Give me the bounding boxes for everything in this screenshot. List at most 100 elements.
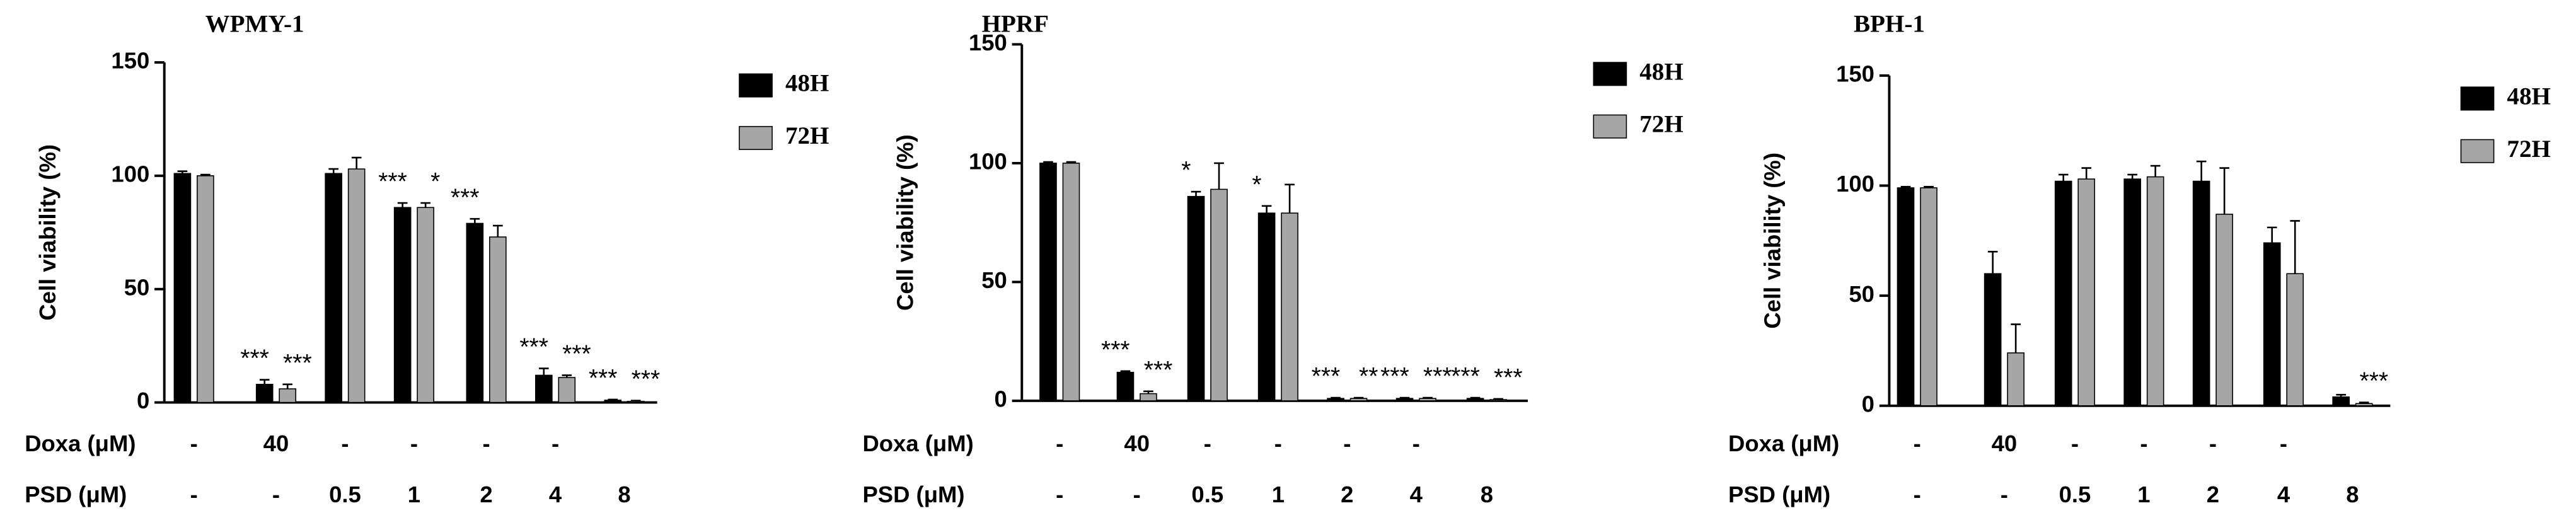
significance: *** xyxy=(1312,363,1341,390)
bar xyxy=(558,377,576,403)
y-tick-label: 100 xyxy=(969,149,1007,175)
x-tick-label: 4 xyxy=(549,482,562,507)
bar xyxy=(1984,273,2002,407)
row-label: PSD (μM) xyxy=(862,482,964,507)
doxa-label: - xyxy=(190,430,198,456)
bar xyxy=(1489,399,1507,401)
doxa-label: - xyxy=(1204,430,1211,456)
y-tick-label: 0 xyxy=(1862,391,1874,417)
chart-panel: WPMY-1 Cell viability (%) 0 50 100 150 Doxa (μ… xyxy=(25,11,829,507)
x-tick-label: - xyxy=(1133,482,1141,507)
significance: *** xyxy=(1380,363,1409,390)
row-label: PSD (μM) xyxy=(25,482,127,507)
bar xyxy=(2146,176,2164,407)
legend-label: 72H xyxy=(1639,111,1683,138)
y-tick-label: 50 xyxy=(1849,281,1874,307)
significance: * xyxy=(430,168,440,195)
significance: *** xyxy=(378,168,407,195)
bar xyxy=(255,384,274,403)
y-tick-label: 150 xyxy=(111,48,149,74)
y-tick-label: 150 xyxy=(1836,61,1874,87)
bar xyxy=(2007,352,2024,407)
legend-label: 48H xyxy=(1639,58,1683,85)
bar xyxy=(417,207,434,403)
bar xyxy=(2286,273,2304,407)
bar xyxy=(1920,187,1938,407)
significance: *** xyxy=(589,365,618,392)
doxa-label: - xyxy=(483,430,490,456)
bar xyxy=(2077,178,2096,407)
y-tick-label: 100 xyxy=(111,161,149,187)
bar xyxy=(1116,371,1135,401)
y-tick-label: 150 xyxy=(969,30,1007,55)
bar xyxy=(604,400,622,403)
significance: *** xyxy=(562,340,591,367)
bar xyxy=(1419,398,1436,401)
x-tick-label: 0.5 xyxy=(2059,482,2091,507)
bar xyxy=(1466,398,1484,401)
y-tick-label: 50 xyxy=(981,267,1007,293)
significance: *** xyxy=(2360,368,2389,395)
doxa-label: 40 xyxy=(1124,430,1150,456)
legend-swatch xyxy=(2460,86,2495,111)
legend-label: 48H xyxy=(785,70,829,97)
x-tick-label: 1 xyxy=(2137,482,2150,507)
doxa-label: - xyxy=(1914,430,1921,456)
y-axis-label: Cell viability (%) xyxy=(35,144,61,321)
x-tick-label: 0.5 xyxy=(329,482,361,507)
x-tick-label: 8 xyxy=(2346,482,2359,507)
x-tick-label: 1 xyxy=(1272,482,1285,507)
y-axis-label: Cell viability (%) xyxy=(892,134,918,311)
significance: *** xyxy=(240,345,269,372)
legend-label: 72H xyxy=(2507,136,2550,163)
bar xyxy=(2123,178,2141,407)
chart-panel: HPRF Cell viability (%) 0 50 100 150 Doxa (μM)… xyxy=(862,11,1683,507)
x-tick-label: - xyxy=(272,482,280,507)
row-label: Doxa (μM) xyxy=(862,430,973,456)
bar xyxy=(1395,398,1414,401)
x-tick-label: - xyxy=(1056,482,1063,507)
bar xyxy=(347,168,366,403)
doxa-label: - xyxy=(552,430,559,456)
x-tick-label: - xyxy=(1914,482,1921,507)
bar xyxy=(1062,163,1080,401)
doxa-label: - xyxy=(2140,430,2147,456)
y-tick-label: 100 xyxy=(1836,171,1874,197)
x-tick-label: 0.5 xyxy=(1191,482,1223,507)
bar xyxy=(534,374,553,403)
bar xyxy=(1327,398,1344,401)
x-tick-label: 2 xyxy=(1341,482,1353,507)
row-label: Doxa (μM) xyxy=(1728,430,1839,456)
legend-swatch xyxy=(2460,139,2495,163)
bar xyxy=(325,173,343,403)
bar xyxy=(489,236,507,403)
legend-label: 48H xyxy=(2507,83,2550,110)
bar xyxy=(1281,212,1298,401)
x-tick-label: 4 xyxy=(1410,482,1423,507)
x-tick-label: 1 xyxy=(408,482,420,507)
bar xyxy=(279,388,297,403)
significance: *** xyxy=(1423,363,1452,390)
bar xyxy=(2054,180,2072,407)
legend-label: 72H xyxy=(785,122,829,149)
y-axis-label: Cell viability (%) xyxy=(1760,153,1786,329)
significance: *** xyxy=(283,350,312,377)
legend-swatch xyxy=(739,73,773,98)
x-tick-label: - xyxy=(2001,482,2008,507)
y-tick-label: 0 xyxy=(137,388,149,413)
doxa-label: - xyxy=(2209,430,2217,456)
doxa-label: - xyxy=(1056,430,1063,456)
doxa-label: - xyxy=(2071,430,2079,456)
doxa-label: - xyxy=(1412,430,1420,456)
row-label: Doxa (μM) xyxy=(25,430,136,456)
y-tick-label: 0 xyxy=(995,386,1007,412)
bar xyxy=(1039,163,1057,401)
doxa-label: - xyxy=(1274,430,1282,456)
doxa-label: - xyxy=(410,430,418,456)
bar xyxy=(197,175,214,403)
chart-title: HPRF xyxy=(982,11,1049,38)
significance: *** xyxy=(519,334,548,361)
bar xyxy=(627,400,645,403)
significance: * xyxy=(1181,157,1191,184)
